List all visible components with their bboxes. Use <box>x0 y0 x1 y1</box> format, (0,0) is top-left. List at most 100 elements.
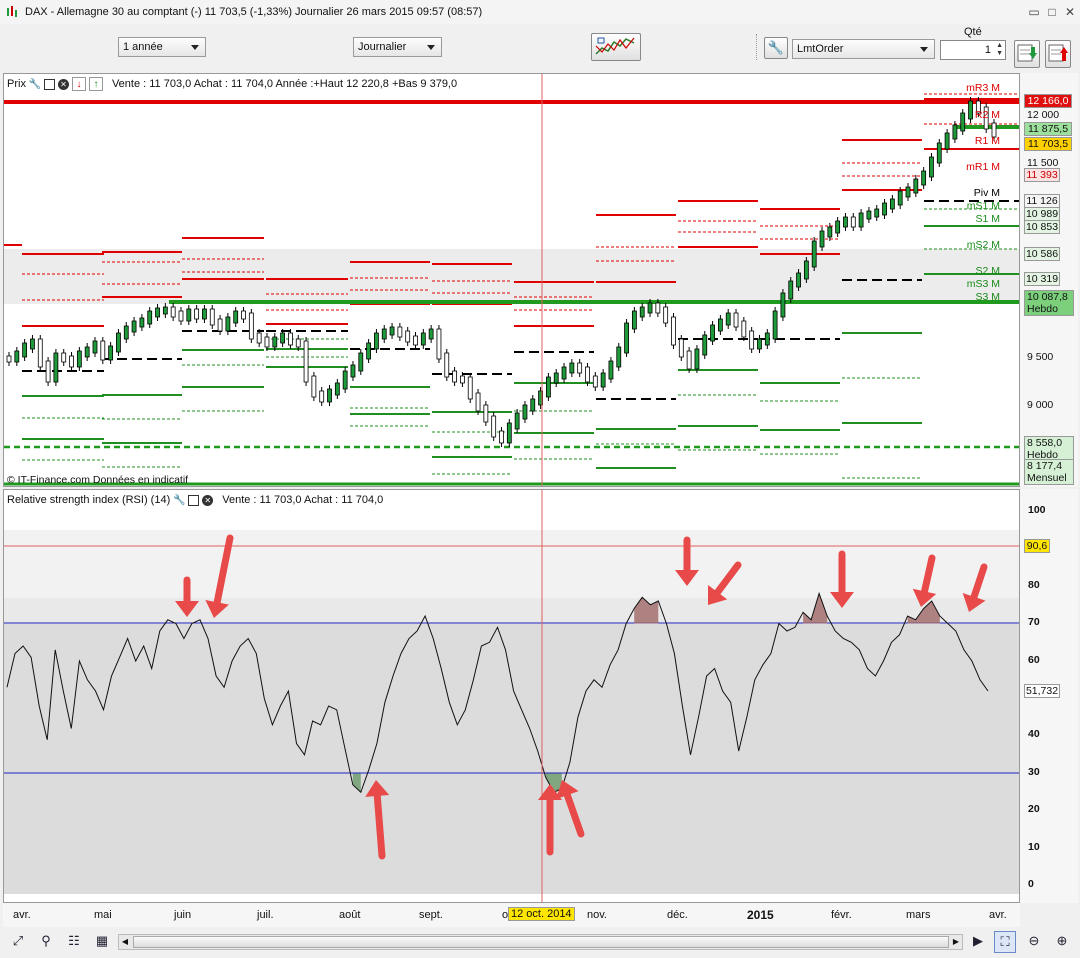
horizontal-scrollbar[interactable]: ◀ ▶ <box>118 934 963 950</box>
zoom-fit-icon[interactable]: ⛶ <box>994 931 1016 953</box>
candle-body <box>22 342 28 358</box>
candle-body <box>295 338 301 348</box>
price-label-last: 11 703,5 <box>1024 137 1072 151</box>
candle-body <box>975 100 981 114</box>
maximize-icon[interactable]: □ <box>1048 5 1056 19</box>
candle-body <box>186 308 192 322</box>
candle-body <box>37 338 43 368</box>
candle-body <box>655 302 661 314</box>
period-select[interactable]: 1 année <box>118 37 206 57</box>
price-range-band <box>4 249 1019 304</box>
zoom-in-icon[interactable]: ⊕ <box>1056 933 1068 948</box>
arrow-head <box>708 585 728 605</box>
arrow-down-icon[interactable]: ↓ <box>71 77 86 91</box>
candle-body <box>592 375 598 388</box>
weekly-value: 10 087,8 <box>1027 291 1068 303</box>
pivot-label: R1 M <box>975 135 1000 147</box>
price-pane-header: Prix 🔧 ✕ ↓ ↑ Vente : 11 703,0 Achat : 11… <box>7 75 457 93</box>
arrow-head <box>175 601 199 617</box>
indicator-icon[interactable]: ⚲ <box>41 933 51 948</box>
candle-body <box>803 260 809 280</box>
quantity-value: 1 <box>984 44 991 56</box>
arrow-head <box>962 593 986 612</box>
stepper-arrows-icon[interactable]: ▲ ▼ <box>996 42 1003 57</box>
candle-body <box>647 302 653 314</box>
chart-type-button[interactable] <box>591 33 641 61</box>
order-type-select[interactable]: LmtOrder <box>792 39 935 59</box>
wrench-icon[interactable]: 🔧 <box>28 78 42 90</box>
rsi-tick: 0 <box>1028 878 1034 890</box>
list-icon[interactable]: ☷ <box>68 933 80 948</box>
wrench-button[interactable]: 🔧 <box>764 37 788 59</box>
interval-select[interactable]: Journalier <box>353 37 442 57</box>
candle-body <box>358 352 364 372</box>
zoom-out-icon[interactable]: ⊖ <box>1028 933 1040 948</box>
price-pane-info: Vente : 11 703,0 Achat : 11 704,0 Année … <box>111 78 458 90</box>
candle-body <box>710 324 715 342</box>
x-label: sept. <box>419 909 443 921</box>
candle-body <box>936 142 942 164</box>
x-label: mars <box>906 909 931 921</box>
minimize-icon[interactable]: ▭ <box>1028 5 1040 19</box>
play-icon[interactable]: ▶ <box>973 933 983 948</box>
candle-body <box>76 350 82 368</box>
price-tick: 9 000 <box>1027 399 1054 411</box>
scroll-thumb[interactable] <box>133 936 949 948</box>
rsi-band-76 <box>4 598 1019 624</box>
candle-body <box>92 340 98 354</box>
draw-line-icon[interactable]: ⤢ <box>12 933 24 948</box>
candle-body <box>444 352 450 378</box>
candle-body <box>460 375 465 384</box>
candle-body <box>561 366 567 380</box>
candle-body <box>678 338 684 358</box>
x-label: juin <box>174 909 192 921</box>
window-icon[interactable] <box>43 78 55 90</box>
candle-body <box>311 375 317 398</box>
cursor-date-label: 12 oct. 2014 <box>508 907 575 921</box>
close-window-icon[interactable]: ✕ <box>1064 5 1076 19</box>
grid-icon[interactable]: ▦ <box>95 933 109 948</box>
candle-body <box>225 316 231 332</box>
arrow-head <box>830 592 854 608</box>
window-icon[interactable] <box>188 494 200 506</box>
candle-body <box>905 186 911 198</box>
rsi-chart-area[interactable]: Relative strength index (RSI) (14) 🔧 ✕ V… <box>3 489 1020 903</box>
rsi-main-band <box>4 624 1019 894</box>
candle-body <box>131 320 137 333</box>
rsi-zone-fill <box>634 597 659 624</box>
close-icon[interactable]: ✕ <box>57 78 69 90</box>
arrow-head <box>205 599 229 618</box>
pivot-label: mS1 M <box>967 200 1000 212</box>
candle-body <box>397 326 403 338</box>
arrow-head <box>365 780 390 797</box>
candle-body <box>6 355 12 363</box>
price-label-ms1: 10 989 <box>1024 207 1060 221</box>
period-select-value: 1 année <box>123 41 163 53</box>
candle-body <box>624 322 629 354</box>
candle-body <box>733 312 739 328</box>
close-icon[interactable]: ✕ <box>202 494 214 506</box>
arrow-up-icon[interactable]: ↑ <box>88 77 103 91</box>
candle-body <box>850 216 856 228</box>
quantity-stepper[interactable]: 1 ▲ ▼ <box>940 40 1006 60</box>
candle-body <box>757 338 762 350</box>
candle-body <box>53 352 59 383</box>
arrow-head <box>675 570 699 586</box>
sell-order-button[interactable] <box>1045 40 1071 68</box>
buy-order-button[interactable] <box>1014 40 1040 68</box>
candle-body <box>600 372 606 388</box>
sell-arrow-icon <box>1048 44 1068 62</box>
candle-body <box>139 317 145 328</box>
wrench-icon[interactable]: 🔧 <box>173 494 186 506</box>
scroll-right-icon[interactable]: ▶ <box>952 937 960 946</box>
candle-body <box>843 216 848 228</box>
candle-body <box>467 376 473 400</box>
candle-body <box>780 292 786 318</box>
candle-body <box>483 404 489 423</box>
scroll-left-icon[interactable]: ◀ <box>121 937 129 946</box>
candle-body <box>381 328 387 340</box>
toolbar: 1 année Journalier 🔧 LmtOrder Qté <box>0 24 1080 72</box>
candle-body <box>178 310 184 322</box>
rsi-max-label: 90,6 <box>1024 539 1050 553</box>
